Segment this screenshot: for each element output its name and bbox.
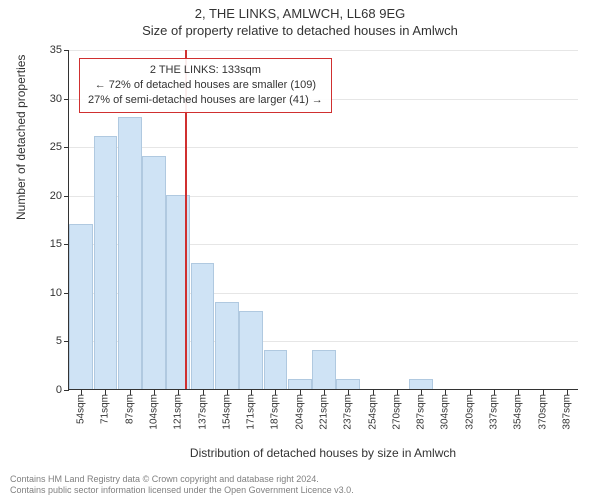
ytick-label: 10 [32,287,62,299]
xtick-label: 320sqm [464,394,475,430]
xtick-label: 154sqm [221,394,232,430]
histogram-bar [118,117,142,389]
xtick-label: 187sqm [270,394,281,430]
xtick-label: 87sqm [124,394,135,424]
page-title-address: 2, THE LINKS, AMLWCH, LL68 9EG [0,0,600,21]
gridline [69,147,578,148]
histogram-bar [94,136,118,389]
histogram-bar [191,263,215,389]
footer-line-1: Contains HM Land Registry data © Crown c… [10,474,354,485]
xtick-label: 104sqm [149,394,160,430]
xtick-label: 71sqm [100,394,111,424]
xtick-label: 304sqm [440,394,451,430]
xtick-label: 54sqm [76,394,87,424]
histogram-bar [312,350,336,389]
chart-area: 0510152025303554sqm71sqm87sqm104sqm121sq… [68,50,578,420]
xtick-label: 237sqm [343,394,354,430]
histogram-bar [215,302,239,389]
page-title-sub: Size of property relative to detached ho… [0,21,600,38]
xtick-label: 137sqm [197,394,208,430]
histogram-bar [409,379,433,389]
annotation-property-size: 2 THE LINKS: 133sqm [88,63,323,78]
histogram-bar [288,379,312,389]
x-axis-label: Distribution of detached houses by size … [68,446,578,460]
ytick-label: 35 [32,44,62,56]
ytick-label: 30 [32,93,62,105]
xtick-label: 121sqm [173,394,184,430]
ytick-mark [64,99,69,100]
histogram-bar [166,195,190,389]
ytick-mark [64,50,69,51]
annotation-larger: 27% of semi-detached houses are larger (… [88,93,323,108]
histogram-bar [69,224,93,389]
xtick-label: 354sqm [513,394,524,430]
footer-attribution: Contains HM Land Registry data © Crown c… [10,474,354,497]
ytick-label: 20 [32,190,62,202]
ytick-mark [64,147,69,148]
annotation-smaller: ← 72% of detached houses are smaller (10… [88,78,323,93]
xtick-label: 204sqm [294,394,305,430]
xtick-label: 370sqm [537,394,548,430]
plot-region: 0510152025303554sqm71sqm87sqm104sqm121sq… [68,50,578,390]
histogram-bar [239,311,263,389]
ytick-label: 5 [32,335,62,347]
ytick-label: 0 [32,384,62,396]
xtick-label: 270sqm [391,394,402,430]
ytick-label: 25 [32,141,62,153]
xtick-label: 387sqm [561,394,572,430]
ytick-mark [64,390,69,391]
xtick-label: 254sqm [367,394,378,430]
y-axis-label: Number of detached properties [14,55,28,220]
gridline [69,50,578,51]
xtick-label: 221sqm [319,394,330,430]
histogram-bar [336,379,360,389]
property-annotation-box: 2 THE LINKS: 133sqm← 72% of detached hou… [79,58,332,113]
ytick-mark [64,196,69,197]
xtick-label: 337sqm [489,394,500,430]
ytick-label: 15 [32,238,62,250]
histogram-bar [142,156,166,389]
xtick-label: 287sqm [416,394,427,430]
footer-line-2: Contains public sector information licen… [10,485,354,496]
xtick-label: 171sqm [246,394,257,430]
histogram-bar [264,350,288,389]
